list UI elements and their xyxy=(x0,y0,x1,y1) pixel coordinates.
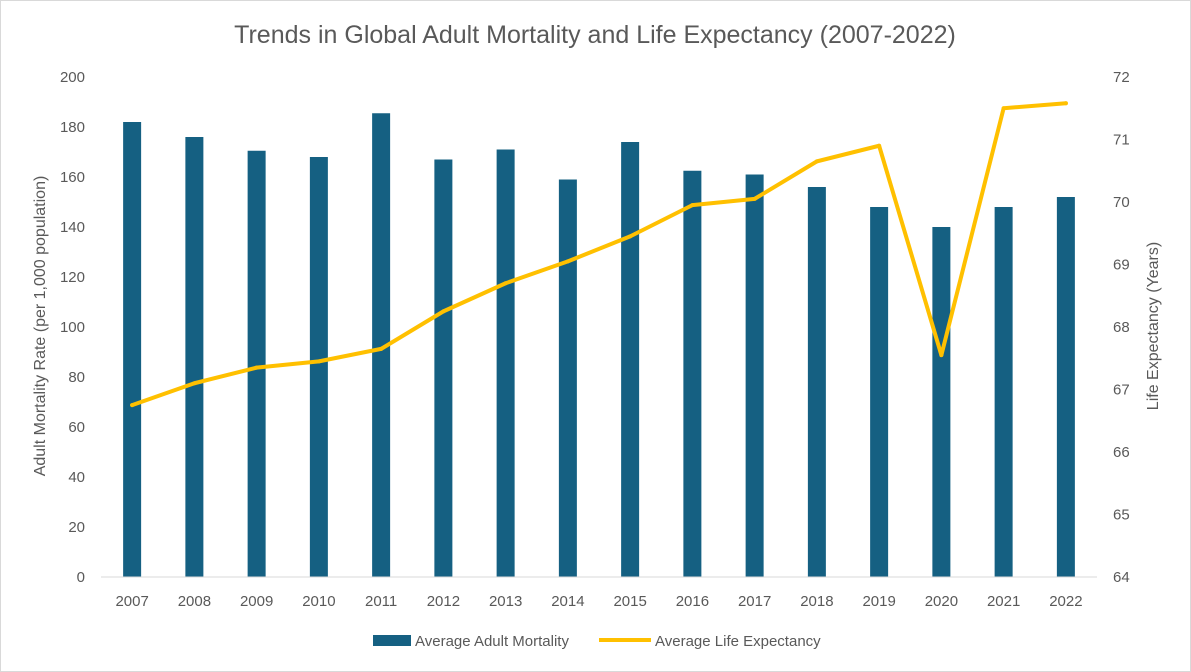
life-expectancy-point-2007 xyxy=(130,403,135,408)
y2-tick-label: 67 xyxy=(1113,382,1130,399)
bar-2009 xyxy=(247,150,266,577)
life-expectancy-point-2008 xyxy=(192,381,197,386)
line-series xyxy=(130,101,1068,408)
y2-tick-label: 69 xyxy=(1113,257,1130,274)
y-tick-label: 0 xyxy=(77,569,85,586)
life-expectancy-point-2017 xyxy=(752,196,757,201)
bar-2019 xyxy=(870,207,889,577)
x-tick-label: 2012 xyxy=(427,593,460,610)
life-expectancy-point-2018 xyxy=(814,159,819,164)
life-expectancy-point-2011 xyxy=(379,346,384,351)
bar-2018 xyxy=(807,187,826,577)
bar-2014 xyxy=(558,179,577,577)
legend-label-life-expectancy: Average Life Expectancy xyxy=(655,633,821,650)
x-tick-label: 2021 xyxy=(987,593,1020,610)
life-expectancy-point-2012 xyxy=(441,309,446,314)
y-tick-label: 20 xyxy=(68,519,85,536)
bar-2008 xyxy=(185,137,204,577)
y-axis-ticks: 0 20 40 60 80 100 120 140 160 180 200 xyxy=(60,69,85,586)
y-tick-label: 120 xyxy=(60,269,85,286)
life-expectancy-point-2015 xyxy=(628,234,633,239)
x-tick-label: 2016 xyxy=(676,593,709,610)
life-expectancy-point-2021 xyxy=(1001,106,1006,111)
x-tick-label: 2007 xyxy=(115,593,148,610)
x-tick-label: 2018 xyxy=(800,593,833,610)
life-expectancy-point-2009 xyxy=(254,365,259,370)
bar-2015 xyxy=(621,142,640,577)
y-tick-label: 40 xyxy=(68,469,85,486)
y2-tick-label: 72 xyxy=(1113,69,1130,86)
bar-2017 xyxy=(745,174,764,577)
x-tick-label: 2009 xyxy=(240,593,273,610)
x-tick-label: 2008 xyxy=(178,593,211,610)
y-tick-label: 140 xyxy=(60,219,85,236)
y2-tick-label: 64 xyxy=(1113,569,1130,586)
y2-tick-label: 71 xyxy=(1113,132,1130,149)
life-expectancy-point-2016 xyxy=(690,203,695,208)
y-tick-label: 100 xyxy=(60,319,85,336)
y2-tick-label: 70 xyxy=(1113,194,1130,211)
life-expectancy-point-2014 xyxy=(565,259,570,264)
x-tick-label: 2022 xyxy=(1049,593,1082,610)
life-expectancy-point-2020 xyxy=(939,353,944,358)
chart-title: Trends in Global Adult Mortality and Lif… xyxy=(234,21,956,49)
bar-series xyxy=(123,113,1075,577)
x-tick-label: 2020 xyxy=(925,593,958,610)
bar-2020 xyxy=(932,227,951,577)
life-expectancy-point-2019 xyxy=(877,143,882,148)
x-tick-label: 2013 xyxy=(489,593,522,610)
x-tick-label: 2014 xyxy=(551,593,584,610)
life-expectancy-line xyxy=(130,101,1068,408)
y2-tick-label: 68 xyxy=(1113,319,1130,336)
legend-label-mortality: Average Adult Mortality xyxy=(415,633,569,650)
bar-2022 xyxy=(1056,197,1075,577)
life-expectancy-point-2013 xyxy=(503,281,508,286)
legend-swatch-mortality xyxy=(373,635,411,646)
bar-2021 xyxy=(994,207,1013,577)
legend: Average Adult Mortality Average Life Exp… xyxy=(373,633,821,650)
x-tick-label: 2010 xyxy=(302,593,335,610)
y2-axis-title: Life Expectancy (Years) xyxy=(1145,242,1162,410)
bar-2016 xyxy=(683,170,702,577)
y2-tick-label: 65 xyxy=(1113,507,1130,524)
life-expectancy-point-2010 xyxy=(316,359,321,364)
bar-2010 xyxy=(309,157,328,577)
y-tick-label: 200 xyxy=(60,69,85,86)
x-axis-ticks: 2007 2008 2009 2010 2011 2012 2013 2014 2015 2016… xyxy=(115,593,1082,610)
y-tick-label: 180 xyxy=(60,119,85,136)
bar-2012 xyxy=(434,159,453,577)
bar-2007 xyxy=(123,122,142,577)
x-tick-label: 2017 xyxy=(738,593,771,610)
y-axis-title: Adult Mortality Rate (per 1,000 populati… xyxy=(32,176,49,477)
life-expectancy-point-2022 xyxy=(1063,101,1068,106)
y2-tick-label: 66 xyxy=(1113,444,1130,461)
y-tick-label: 80 xyxy=(68,369,85,386)
y2-axis-ticks: 64 65 66 67 68 69 70 71 72 xyxy=(1113,69,1130,586)
y-tick-label: 160 xyxy=(60,169,85,186)
y-tick-label: 60 xyxy=(68,419,85,436)
x-tick-label: 2011 xyxy=(365,593,397,610)
bar-2013 xyxy=(496,149,515,577)
x-tick-label: 2019 xyxy=(862,593,895,610)
x-tick-label: 2015 xyxy=(613,593,646,610)
bar-2011 xyxy=(372,113,391,577)
